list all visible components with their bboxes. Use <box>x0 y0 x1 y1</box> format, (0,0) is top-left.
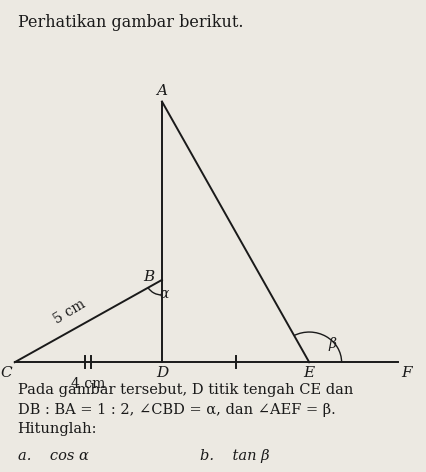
Text: α: α <box>159 287 169 301</box>
Text: Perhatikan gambar berikut.: Perhatikan gambar berikut. <box>17 14 242 31</box>
Text: Hitunglah:: Hitunglah: <box>17 422 97 436</box>
Text: B: B <box>143 270 154 284</box>
Text: E: E <box>303 366 314 380</box>
Text: β: β <box>328 337 335 351</box>
Text: 4 cm: 4 cm <box>71 377 105 390</box>
Text: Pada gambar tersebut, D titik tengah CE dan: Pada gambar tersebut, D titik tengah CE … <box>17 383 352 397</box>
Text: D: D <box>155 366 168 380</box>
Text: A: A <box>156 84 167 98</box>
Text: DB : BA = 1 : 2, ∠CBD = α, dan ∠AEF = β.: DB : BA = 1 : 2, ∠CBD = α, dan ∠AEF = β. <box>17 403 335 417</box>
Text: 5 cm: 5 cm <box>52 297 88 327</box>
Text: C: C <box>0 366 12 379</box>
Text: b.    tan β: b. tan β <box>200 449 269 463</box>
Text: a.    cos α: a. cos α <box>17 449 88 463</box>
Text: F: F <box>400 366 411 379</box>
